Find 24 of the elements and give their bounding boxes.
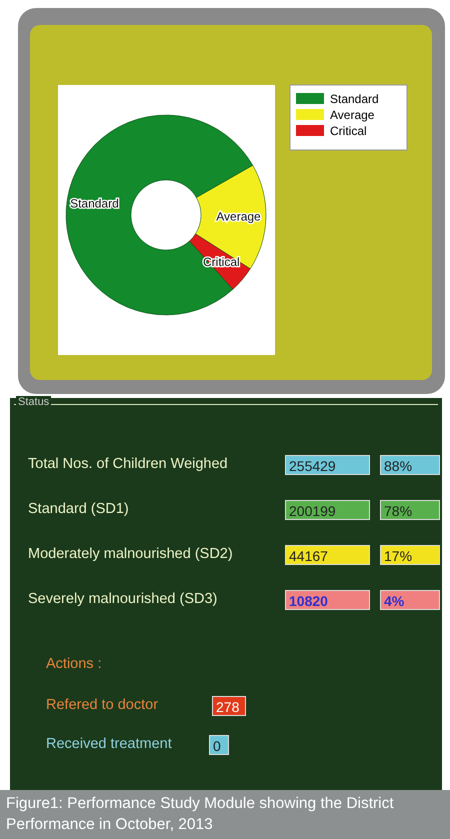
text: 200199	[285, 500, 370, 520]
text: 78%	[380, 500, 440, 520]
text: 4%	[380, 590, 440, 610]
caption: Figure1: Performance Study Module showing the District Performance in October, 2013	[0, 790, 450, 839]
text: Actions :	[46, 656, 102, 672]
text: Moderately malnourished (SD2)	[28, 546, 233, 562]
text: Standard (SD1)	[28, 501, 129, 517]
text: 10820	[285, 590, 370, 610]
text: 88%	[380, 455, 440, 475]
text: Severely malnourished (SD3)	[28, 591, 218, 607]
slice-label: Average	[216, 210, 262, 224]
legend-label: Average	[330, 108, 375, 122]
text: 17%	[380, 545, 440, 565]
text: 0	[209, 735, 229, 755]
text: Status	[16, 396, 52, 408]
slice-label: Standard	[70, 196, 119, 211]
text: Received treatment	[46, 736, 172, 752]
text: 278	[212, 696, 246, 716]
text: Total Nos. of Children Weighed	[28, 456, 228, 472]
text: 255429	[285, 455, 370, 475]
legend-label: Standard	[330, 92, 379, 106]
text: Refered to doctor	[46, 697, 158, 713]
legend-label: Critical	[330, 124, 367, 138]
text: 44167	[285, 545, 370, 565]
